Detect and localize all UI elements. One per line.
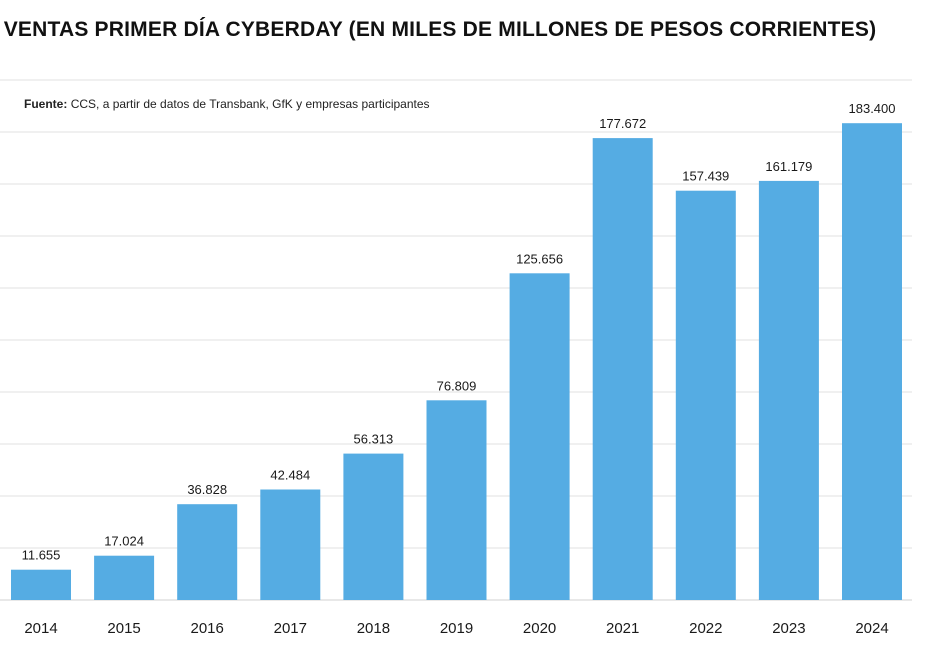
bar-2023 [758,180,819,600]
bar-2016 [177,504,238,600]
bar-value-label-2019: 76.809 [437,378,477,393]
x-tick-label-2019: 2019 [440,620,473,637]
bar-2021 [592,138,653,600]
chart-title: VENTAS PRIMER DÍA CYBERDAY (EN MILES DE … [3,18,877,41]
x-tick-label-2017: 2017 [274,620,307,637]
bar-2017 [260,489,321,600]
bar-2020 [509,273,570,600]
bar-value-label-2015: 17.024 [104,534,144,549]
source-text: CCS, a partir de datos de Transbank, GfK… [70,97,430,111]
bar-2024 [842,123,902,600]
bar-2015 [94,555,155,600]
x-tick-label-2020: 2020 [523,620,556,637]
x-tick-label-2022: 2022 [689,620,722,637]
x-tick-label-2014: 2014 [24,620,57,637]
bar-value-label-2014: 11.655 [22,548,61,563]
x-tick-label-2021: 2021 [606,620,639,637]
chart-source: Fuente: CCS, a partir de datos de Transb… [24,97,430,111]
bar-value-label-2023: 161.179 [765,159,812,174]
bar-2022 [675,190,736,600]
bar-value-label-2016: 36.828 [187,482,227,497]
bars [11,123,902,600]
bar-value-label-2024: 183.400 [849,101,896,116]
bar-value-label-2017: 42.484 [270,468,310,483]
bar-value-label-2018: 56.313 [354,432,394,447]
bar-value-label-2021: 177.672 [599,116,646,131]
x-tick-label-2023: 2023 [772,620,805,637]
bar-2018 [343,453,404,600]
x-tick-label-2016: 2016 [191,620,224,637]
x-tick-label-2018: 2018 [357,620,390,637]
x-axis-tick-labels: 2014 2015 2016 2017 2018 2019 2020 2021 2022 2023… [24,620,888,637]
source-label: Fuente: [24,97,68,111]
bar-2014 [11,569,71,600]
bar-value-label-2022: 157.439 [682,169,729,184]
bar-value-label-2020: 125.656 [516,251,563,266]
x-tick-label-2015: 2015 [107,620,140,637]
bar-value-labels: 11.655 17.024 36.828 42.484 56.313 76.809 125.… [22,101,896,563]
bar-2019 [426,400,487,600]
x-tick-label-2024: 2024 [855,620,888,637]
